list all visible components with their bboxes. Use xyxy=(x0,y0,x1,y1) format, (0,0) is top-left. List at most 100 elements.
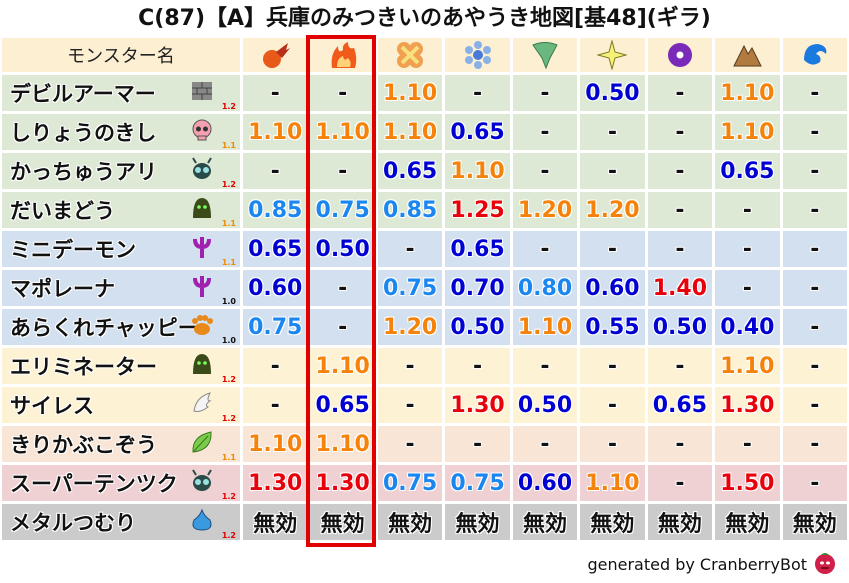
resistance-value: - xyxy=(580,426,645,462)
resistance-value: - xyxy=(647,192,713,228)
resistance-value: 無効 xyxy=(512,504,578,540)
resistance-value: - xyxy=(782,153,847,189)
resistance-value: - xyxy=(512,231,578,267)
wing-icon xyxy=(193,392,212,412)
resistance-value: 無効 xyxy=(782,504,847,540)
resistance-value: - xyxy=(445,75,510,111)
resistance-value: 1.20 xyxy=(512,192,578,228)
monster-name-cell: かっちゅうアリ 1.2 xyxy=(2,153,240,189)
monster-name-cell: マポレーナ 1.0 xyxy=(2,270,240,306)
column-header-meteor[interactable] xyxy=(243,38,308,72)
level-badge: 1.1 xyxy=(221,258,236,267)
monster-name: だいまどう xyxy=(10,199,115,223)
column-header-explosion[interactable] xyxy=(377,38,443,72)
resistance-value: - xyxy=(580,114,645,150)
leaf-icon xyxy=(192,431,212,453)
resistance-value: - xyxy=(243,153,308,189)
resistance-value: 1.10 xyxy=(243,114,308,150)
monster-name-cell: スーパーテンツク 1.2 xyxy=(2,465,240,501)
resistance-value: 0.40 xyxy=(715,309,780,345)
column-header-dark[interactable] xyxy=(647,38,713,72)
resistance-value: 1.50 xyxy=(715,465,780,501)
column-header-flame[interactable] xyxy=(310,38,375,72)
resistance-value: - xyxy=(647,465,713,501)
resistance-value: - xyxy=(243,387,308,423)
monster-name: デビルアーマー xyxy=(10,82,156,106)
resistance-value: 0.50 xyxy=(310,231,375,267)
column-header-ice[interactable] xyxy=(445,38,510,72)
resistance-value: 0.65 xyxy=(377,153,443,189)
resistance-value: - xyxy=(782,192,847,228)
column-header-light[interactable] xyxy=(580,38,645,72)
paw-icon xyxy=(192,315,213,335)
resistance-value: - xyxy=(782,309,847,345)
monster-name: ミニデーモン xyxy=(10,238,136,262)
wind-icon xyxy=(532,42,558,70)
resistance-value: - xyxy=(243,348,308,384)
level-badge: 1.1 xyxy=(221,453,236,462)
resistance-value: - xyxy=(377,426,443,462)
resistance-value: - xyxy=(512,348,578,384)
resistance-value: 無効 xyxy=(647,504,713,540)
resistance-value: - xyxy=(377,387,443,423)
resistance-value: 1.10 xyxy=(243,426,308,462)
resistance-value: 0.50 xyxy=(580,75,645,111)
resistance-value: - xyxy=(715,231,780,267)
ice-icon xyxy=(464,41,491,69)
monster-name: かっちゅうアリ xyxy=(10,160,157,184)
monster-name-cell: しりょうのきし 1.1 xyxy=(2,114,240,150)
level-badge: 1.0 xyxy=(221,297,236,306)
resistance-value: 無効 xyxy=(243,504,308,540)
resistance-value: - xyxy=(782,114,847,150)
resistance-value: - xyxy=(377,231,443,267)
resistance-value: 無効 xyxy=(310,504,375,540)
monster-name-cell: あらくれチャッピー 1.0 xyxy=(2,309,240,345)
slime-ghost-icon xyxy=(193,354,211,374)
monster-name-cell: サイレス 1.2 xyxy=(2,387,240,423)
resistance-value: 1.10 xyxy=(715,348,780,384)
resistance-value: 無効 xyxy=(715,504,780,540)
resistance-value: - xyxy=(782,75,847,111)
resistance-value: - xyxy=(647,75,713,111)
resistance-value: 1.30 xyxy=(445,387,510,423)
level-badge: 1.2 xyxy=(221,414,236,423)
resistance-value: 0.85 xyxy=(243,192,308,228)
monster-name-cell: デビルアーマー 1.2 xyxy=(2,75,240,111)
monster-name-cell: エリミネーター 1.2 xyxy=(2,348,240,384)
resistance-value: - xyxy=(715,270,780,306)
resistance-value: - xyxy=(782,387,847,423)
resistance-value: 0.60 xyxy=(243,270,308,306)
dark-icon xyxy=(667,43,692,67)
resistance-value: 0.60 xyxy=(512,465,578,501)
resistance-value: 0.75 xyxy=(377,465,443,501)
column-header-earth[interactable] xyxy=(715,38,780,72)
resistance-value: - xyxy=(310,309,375,345)
monster-name-cell: だいまどう 1.1 xyxy=(2,192,240,228)
cranberry-bot-icon xyxy=(815,553,835,574)
resistance-value: 0.65 xyxy=(310,387,375,423)
column-header-water[interactable] xyxy=(782,38,847,72)
resistance-value: 1.10 xyxy=(445,153,510,189)
monster-name-cell: ミニデーモン 1.1 xyxy=(2,231,240,267)
column-header-wind[interactable] xyxy=(512,38,578,72)
level-badge: 1.2 xyxy=(221,492,236,501)
level-badge: 1.0 xyxy=(221,336,236,345)
resistance-value: 0.65 xyxy=(445,231,510,267)
resistance-value: - xyxy=(580,348,645,384)
resistance-value: - xyxy=(512,153,578,189)
resistance-value: 1.10 xyxy=(310,426,375,462)
resistance-value: 1.30 xyxy=(310,465,375,501)
resistance-value: 0.75 xyxy=(310,192,375,228)
insect-icon xyxy=(192,469,212,491)
monster-name: きりかぶこぞう xyxy=(10,433,157,457)
resistance-value: 1.30 xyxy=(243,465,308,501)
resistance-value: 1.30 xyxy=(715,387,780,423)
level-badge: 1.2 xyxy=(221,531,236,540)
demon-trident-icon xyxy=(193,276,211,297)
resistance-value: - xyxy=(310,270,375,306)
resistance-value: 無効 xyxy=(580,504,645,540)
level-badge: 1.2 xyxy=(221,375,236,384)
brick-icon xyxy=(192,82,212,100)
resistance-value: - xyxy=(512,426,578,462)
resistance-value: 0.60 xyxy=(580,270,645,306)
